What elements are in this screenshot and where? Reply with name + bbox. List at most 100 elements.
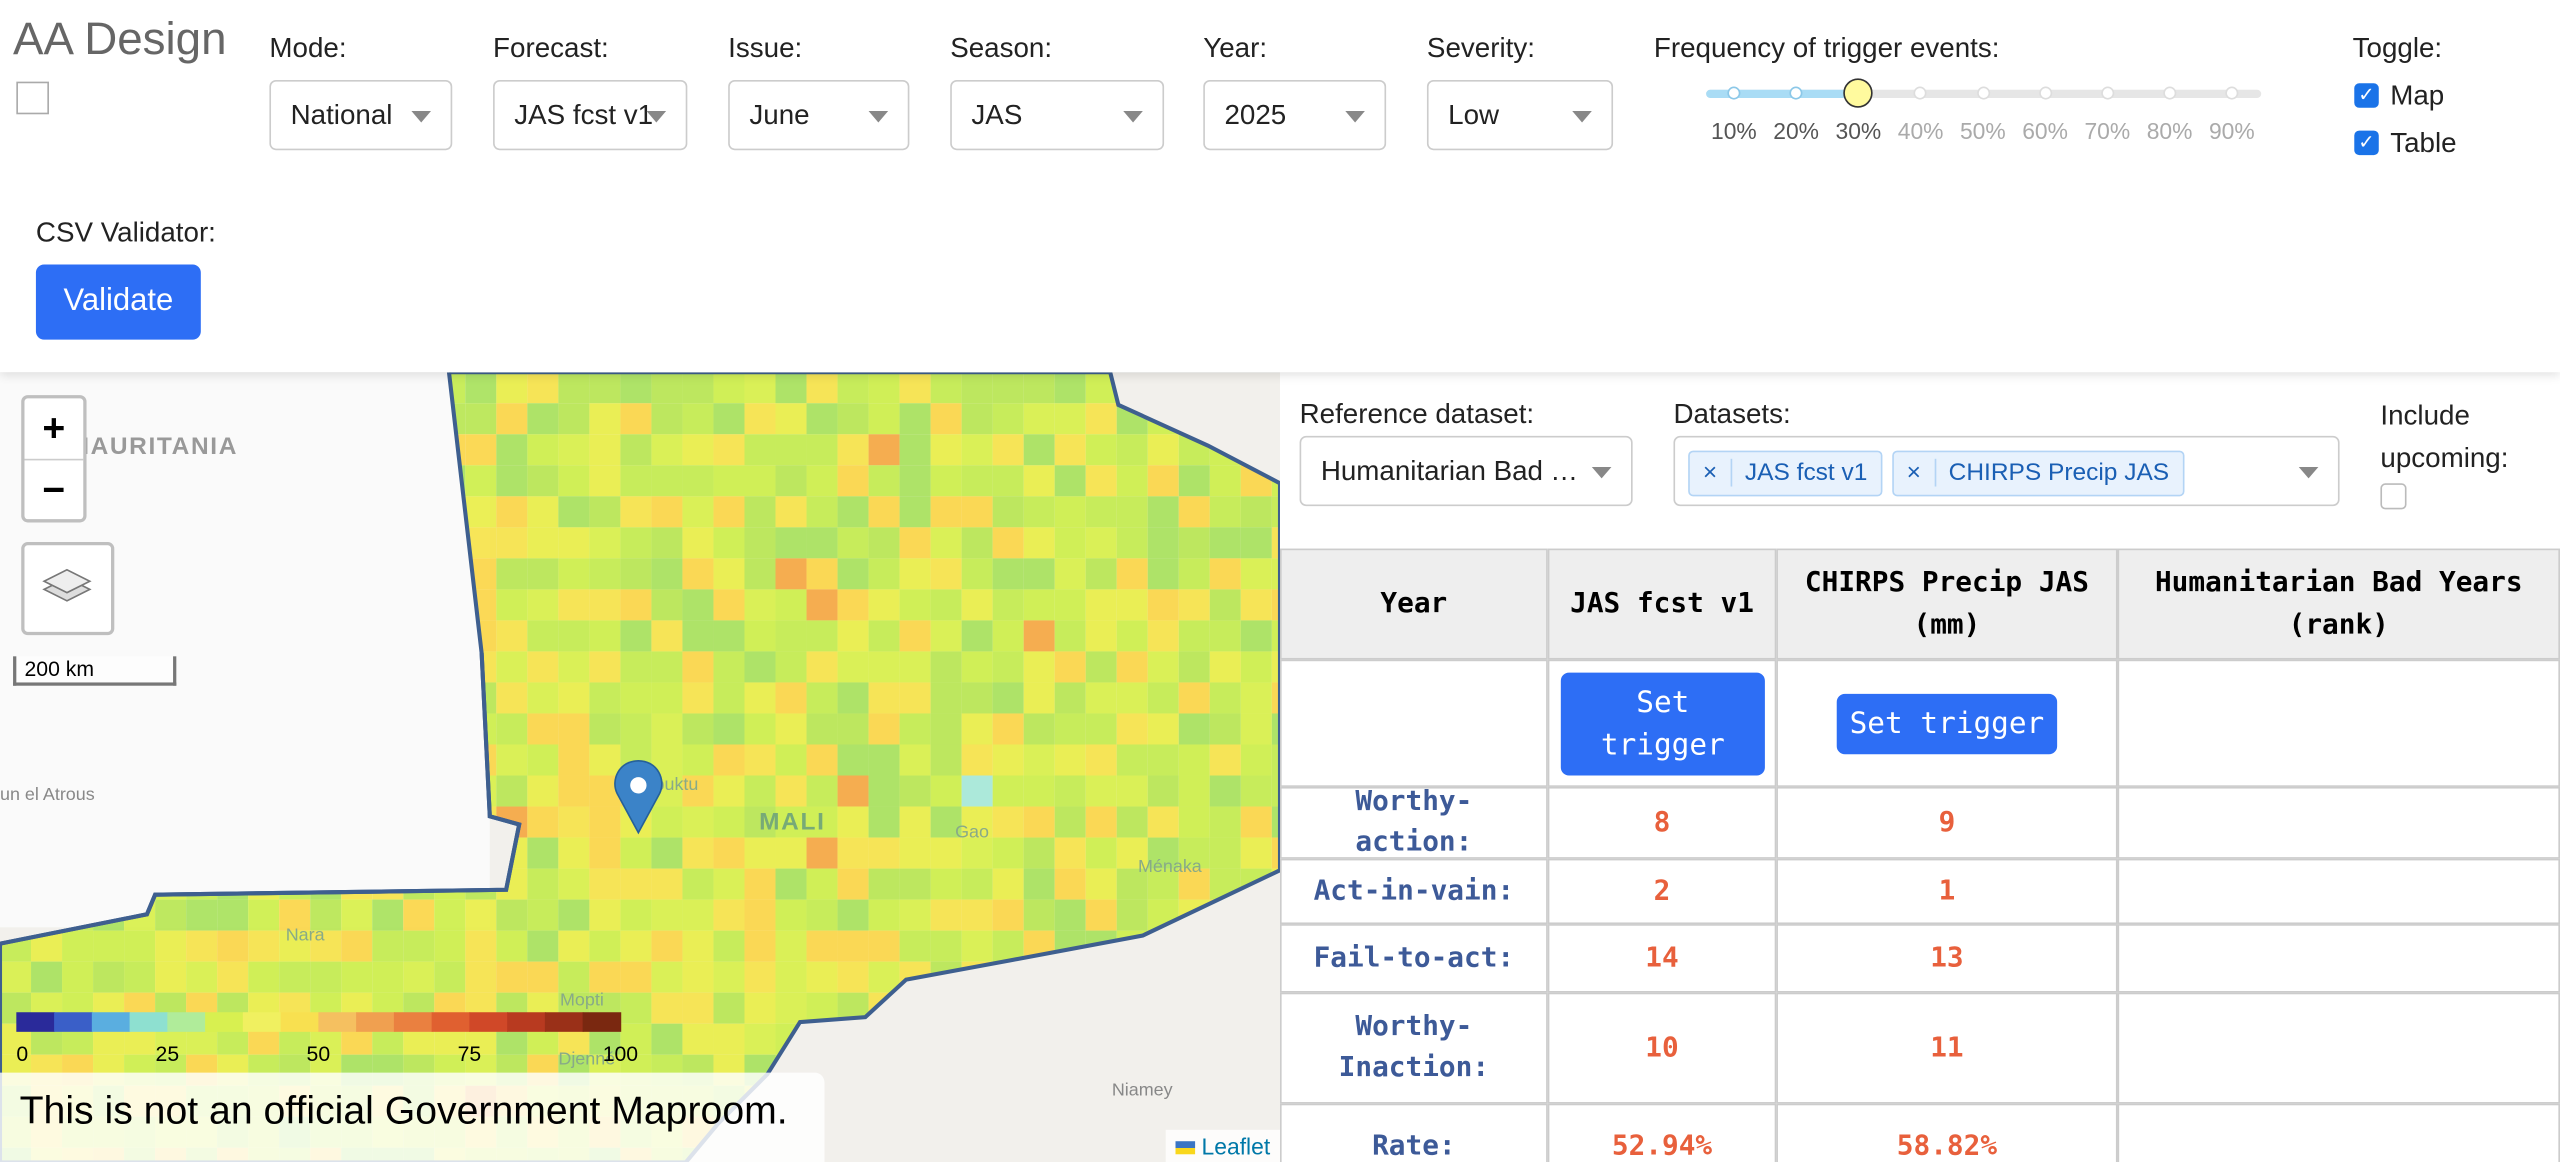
raster-cell (620, 930, 652, 962)
button-cell (1776, 659, 2118, 787)
raster-cell (1147, 465, 1179, 497)
raster-cell (837, 682, 869, 714)
raster-cell (1085, 527, 1117, 559)
control-select[interactable]: National (269, 79, 453, 151)
raster-cell (744, 930, 776, 962)
raster-cell (1178, 744, 1210, 776)
raster-cell (217, 930, 249, 962)
raster-cell (558, 434, 590, 466)
control-select[interactable]: JAS fcst v1 (493, 79, 688, 151)
raster-cell (899, 558, 931, 590)
include-checkbox[interactable] (2380, 483, 2407, 510)
raster-cell (403, 930, 435, 962)
raster-cell (837, 775, 869, 807)
raster-cell (1054, 434, 1086, 466)
raster-cell (589, 620, 621, 652)
slider-dot (2100, 86, 2114, 100)
raster-cell (527, 775, 559, 807)
place-label: Mopti (560, 990, 604, 1010)
raster-cell (713, 837, 745, 869)
control-select[interactable]: Low (1426, 79, 1614, 151)
row-label: Act-in-vain: (1279, 858, 1548, 925)
raster-cell (961, 868, 993, 900)
zoom-out[interactable]: − (42, 468, 66, 513)
raster-cell (651, 713, 683, 745)
control-select[interactable]: 2025 (1203, 79, 1387, 151)
control-select[interactable]: JAS (950, 79, 1165, 151)
raster-cell (589, 434, 621, 466)
attribution-link[interactable]: Leaflet (1201, 1133, 1271, 1160)
raster-cell (558, 589, 590, 621)
raster-cell (806, 961, 838, 993)
raster-cell (651, 837, 683, 869)
zoom-in[interactable]: + (24, 398, 84, 461)
row-empty (2117, 992, 2560, 1104)
slider-fill (1706, 89, 1859, 98)
slider-handle[interactable] (1843, 78, 1874, 108)
control-select[interactable]: June (728, 79, 910, 151)
raster-cell (465, 930, 497, 962)
raster-cell (713, 806, 745, 838)
dataset-tag[interactable]: × CHIRPS Precip JAS (1891, 450, 2184, 497)
raster-cell (1085, 434, 1117, 466)
raster-cell (899, 744, 931, 776)
raster-cell (961, 434, 993, 466)
raster-cell (899, 899, 931, 931)
raster-cell (1178, 775, 1210, 807)
raster-cell (558, 682, 590, 714)
reference-select[interactable]: Humanitarian Bad Y… (1299, 435, 1633, 507)
tag-remove[interactable]: × (1702, 458, 1732, 487)
raster-cell (496, 651, 528, 683)
raster-cell (1240, 527, 1272, 559)
set-trigger-button[interactable]: Set trigger (1836, 693, 2058, 755)
raster-cell (527, 372, 559, 404)
layers-button[interactable] (21, 542, 115, 636)
raster-cell (620, 992, 652, 1024)
raster-cell (837, 806, 869, 838)
raster-cell (868, 899, 900, 931)
raster-cell (496, 403, 528, 435)
raster-cell (1054, 899, 1086, 931)
raster-cell (775, 744, 807, 776)
raster-cell (1147, 589, 1179, 621)
raster-cell (651, 589, 683, 621)
colorbar-segment (91, 1012, 131, 1032)
raster-cell (744, 837, 776, 869)
raster-cell (558, 899, 590, 931)
raster-cell (682, 961, 714, 993)
raster-cell (682, 775, 714, 807)
slider-dot (2038, 86, 2052, 100)
raster-cell (682, 713, 714, 745)
dataset-tag[interactable]: × JAS fcst v1 (1688, 450, 1883, 497)
validate-button[interactable]: Validate (35, 264, 201, 340)
raster-cell (558, 651, 590, 683)
raster-cell (1209, 465, 1241, 497)
toggle-checkbox[interactable]: ✓ (2354, 83, 2379, 108)
raster-cell (868, 527, 900, 559)
raster-cell (868, 930, 900, 962)
raster-cell (1054, 775, 1086, 807)
raster-cell (589, 899, 621, 931)
raster-cell (558, 713, 590, 745)
raster-cell (279, 930, 311, 962)
raster-cell (1085, 899, 1117, 931)
datasets-select[interactable]: × JAS fcst v1 × CHIRPS Precip JAS (1673, 435, 2340, 507)
raster-cell (899, 434, 931, 466)
raster-cell (1116, 744, 1148, 776)
raster-cell (961, 775, 993, 807)
raster-cell (341, 961, 373, 993)
raster-cell (558, 496, 590, 528)
attribution[interactable]: Leaflet (1165, 1129, 1280, 1162)
raster-cell (1023, 496, 1055, 528)
place-label: Nara (286, 924, 325, 944)
raster-cell (961, 465, 993, 497)
row-value: 52.94% (1547, 1103, 1777, 1162)
raster-cell (992, 930, 1024, 962)
set-trigger-button[interactable]: Set trigger (1560, 672, 1765, 776)
tag-remove[interactable]: × (1906, 458, 1936, 487)
raster-cell (930, 620, 962, 652)
toggle-checkbox[interactable]: ✓ (2354, 130, 2379, 156)
raster-cell (961, 837, 993, 869)
raster-cell (1240, 651, 1272, 683)
